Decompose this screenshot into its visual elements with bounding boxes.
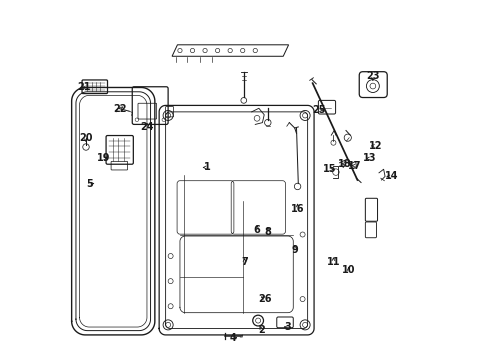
Text: 20: 20 [79,133,93,143]
Text: 9: 9 [291,245,298,255]
Text: 14: 14 [384,171,397,181]
Text: 19: 19 [97,153,110,163]
Text: 7: 7 [241,257,247,267]
Text: 25: 25 [312,105,325,115]
Text: 2: 2 [258,325,264,335]
Text: 8: 8 [264,227,271,237]
Text: 17: 17 [347,161,361,171]
Text: 18: 18 [337,159,351,169]
Text: 26: 26 [258,294,271,304]
Text: 23: 23 [366,71,379,81]
Text: 4: 4 [229,333,236,343]
Text: 12: 12 [368,141,381,151]
Text: 16: 16 [290,204,304,214]
Text: 22: 22 [113,104,126,114]
Text: 13: 13 [362,153,375,163]
Text: 1: 1 [203,162,210,172]
Text: 10: 10 [341,265,354,275]
Text: 24: 24 [140,122,153,132]
Text: 21: 21 [77,82,90,93]
Text: 5: 5 [86,179,93,189]
Text: 3: 3 [284,322,290,332]
Text: 11: 11 [326,257,340,267]
Text: 6: 6 [253,225,260,235]
Text: 15: 15 [323,164,336,174]
